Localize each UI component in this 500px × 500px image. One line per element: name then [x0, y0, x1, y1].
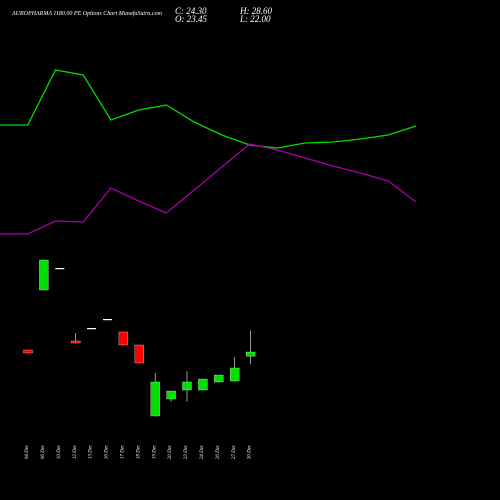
x-tick-label: 04 Dec [25, 444, 30, 459]
candle-body [103, 319, 112, 321]
candle-body [87, 328, 97, 330]
x-tick-label: 10 Dec [57, 444, 62, 459]
x-tick-label: 26 Dec [216, 444, 221, 459]
candle-body [55, 268, 65, 270]
info-low: L: 22.00 [239, 14, 271, 24]
candle-body [198, 378, 208, 391]
chart-title: AUROPHARMA 1180.00 PE Options Chart Muna… [11, 10, 163, 17]
candle-body [245, 351, 256, 357]
candle-body [214, 374, 224, 383]
x-tick-label: 16 Dec [105, 444, 110, 459]
info-high: H: 28.60 [239, 6, 272, 16]
x-tick-label: 23 Dec [184, 444, 189, 459]
x-tick-label: 18 Dec [136, 444, 141, 459]
x-tick-label: 19 Dec [152, 444, 157, 459]
candle-body [39, 259, 49, 291]
indicator-line [0, 143, 417, 235]
x-tick-label: 06 Dec [41, 444, 46, 459]
candle-body [118, 331, 129, 346]
candle-body [150, 381, 160, 417]
x-tick-label: 30 Dec [248, 444, 253, 459]
x-tick-label: 17 Dec [121, 444, 126, 459]
candle-body [71, 340, 81, 344]
info-open: O: 23.45 [175, 14, 207, 24]
x-tick-label: 20 Dec [168, 444, 173, 459]
candle-body [23, 349, 33, 354]
x-tick-label: 27 Dec [232, 444, 237, 459]
indicator-line [0, 69, 417, 149]
x-tick-label: 24 Dec [200, 444, 205, 459]
x-tick-label: 13 Dec [89, 444, 94, 459]
x-tick-label: 12 Dec [73, 444, 78, 459]
candle-body [166, 390, 176, 400]
candle-body [182, 381, 192, 391]
candle-body [134, 344, 144, 364]
info-close: C: 24.30 [175, 6, 207, 16]
candle-body [230, 367, 240, 382]
